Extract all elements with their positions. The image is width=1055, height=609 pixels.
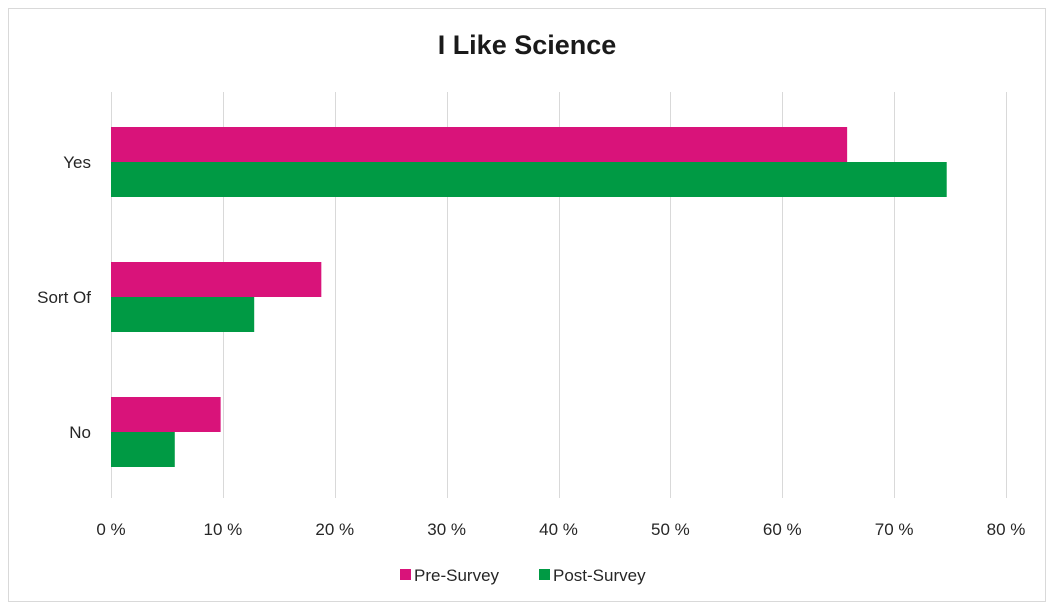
x-tick-label: 30 % [427,520,466,539]
category-label: Yes [63,153,91,172]
x-tick-label: 70 % [875,520,914,539]
legend-label: Post-Survey [553,566,646,585]
chart-title: I Like Science [438,30,617,60]
legend-item: Pre-Survey [400,566,500,585]
bars [111,127,947,467]
x-tick-label: 60 % [763,520,802,539]
legend-swatch [400,569,411,580]
x-tick-label: 10 % [204,520,243,539]
category-labels: Yes Sort Of No [37,153,91,442]
legend-label: Pre-Survey [414,566,500,585]
x-axis-tick-labels: 0 % 10 % 20 % 30 % 40 % 50 % 60 % 70 % 80 % [96,520,1025,539]
bar-pre-survey-no [111,397,221,432]
bar-pre-survey-sort-of [111,262,322,297]
x-tick-label: 40 % [539,520,578,539]
x-tick-label: 20 % [315,520,354,539]
legend: Pre-Survey Post-Survey [400,566,646,585]
bar-post-survey-no [111,432,175,467]
x-tick-label: 50 % [651,520,690,539]
x-tick-label: 0 % [96,520,125,539]
x-tick-label: 80 % [987,520,1026,539]
legend-item: Post-Survey [539,566,646,585]
bar-pre-survey-yes [111,127,848,162]
category-label: Sort Of [37,288,91,307]
bar-post-survey-yes [111,162,947,197]
bar-post-survey-sort-of [111,297,255,332]
legend-swatch [539,569,550,580]
category-label: No [69,423,91,442]
